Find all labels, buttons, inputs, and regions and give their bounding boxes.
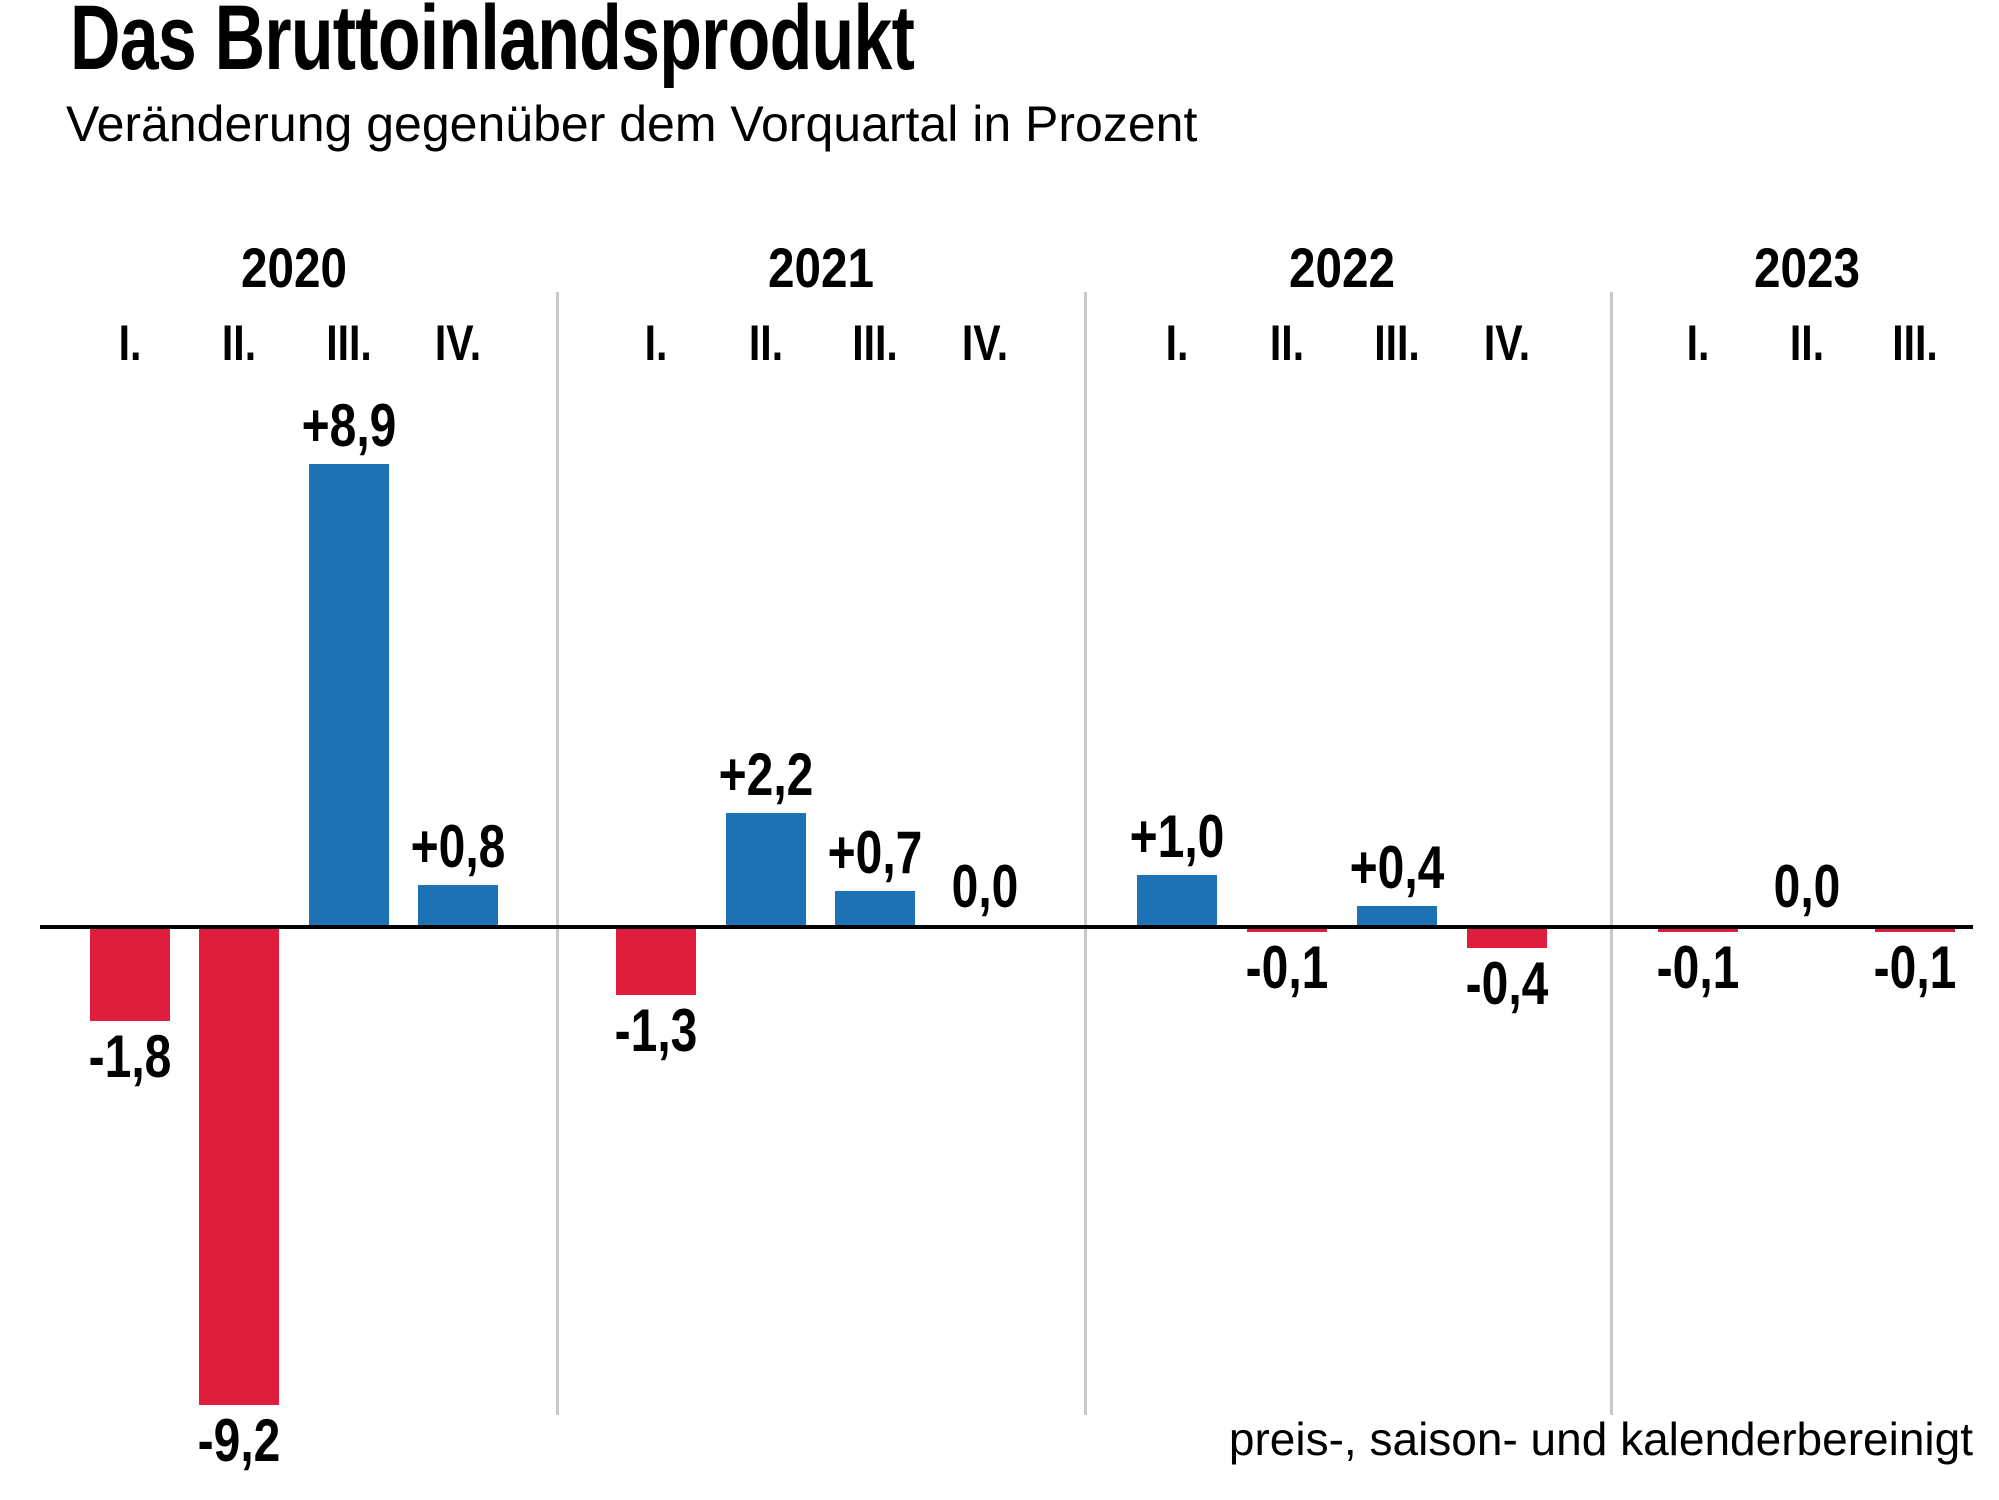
x-axis-line	[40, 925, 1973, 929]
value-label-2022-II: -0,1	[1245, 934, 1329, 1001]
year-label-2021: 2021	[768, 236, 874, 299]
quarter-label-2021-II: II.	[748, 315, 784, 371]
year-label-2022: 2022	[1289, 236, 1395, 299]
bar-2022-III	[1357, 906, 1437, 927]
value-label-2022-I: +1,0	[1129, 803, 1225, 870]
quarter-label-2023-I: I.	[1686, 315, 1710, 371]
quarter-label-2020-III: III.	[326, 315, 372, 371]
quarter-label-2020-IV: IV.	[434, 315, 482, 371]
bar-2020-II	[199, 927, 279, 1405]
year-label-2023: 2023	[1754, 236, 1860, 299]
bar-2022-I	[1137, 875, 1217, 927]
value-label-2020-II: -9,2	[197, 1407, 281, 1474]
value-label-2023-II: 0,0	[1773, 853, 1841, 920]
bar-2020-III	[309, 464, 389, 927]
quarter-label-2022-I: I.	[1165, 315, 1189, 371]
year-divider-2	[1610, 292, 1613, 1415]
quarter-label-2020-I: I.	[118, 315, 142, 371]
quarter-label-2022-IV: IV.	[1483, 315, 1531, 371]
quarter-label-2021-IV: IV.	[961, 315, 1009, 371]
value-label-2021-II: +2,2	[718, 741, 814, 808]
year-divider-0	[556, 292, 559, 1415]
value-label-2020-I: -1,8	[88, 1023, 172, 1090]
bar-2022-II	[1247, 927, 1327, 932]
chart-title: Das Bruttoinlandsprodukt	[70, 0, 915, 89]
value-label-2020-IV: +0,8	[410, 813, 506, 880]
year-divider-1	[1084, 292, 1087, 1415]
value-label-2022-III: +0,4	[1349, 834, 1445, 901]
bar-2020-IV	[418, 885, 498, 927]
year-label-2020: 2020	[241, 236, 347, 299]
quarter-label-2023-III: III.	[1892, 315, 1938, 371]
bar-2023-III	[1875, 927, 1955, 932]
bar-2020-I	[90, 927, 170, 1021]
value-label-2021-III: +0,7	[827, 819, 923, 886]
quarter-label-2020-II: II.	[221, 315, 257, 371]
quarter-label-2021-I: I.	[644, 315, 668, 371]
quarter-label-2023-II: II.	[1789, 315, 1825, 371]
value-label-2023-I: -0,1	[1656, 934, 1740, 1001]
value-label-2021-I: -1,3	[614, 997, 698, 1064]
value-label-2021-IV: 0,0	[951, 853, 1019, 920]
chart-subtitle: Veränderung gegenüber dem Vorquartal in …	[66, 96, 1198, 152]
bar-2023-I	[1658, 927, 1738, 932]
bar-2022-IV	[1467, 927, 1547, 948]
quarter-label-2021-III: III.	[852, 315, 898, 371]
chart-footnote: preis-, saison- und kalenderbereinigt	[1228, 1413, 1973, 1465]
quarter-label-2022-III: III.	[1374, 315, 1420, 371]
bar-2021-II	[726, 813, 806, 927]
value-label-2022-IV: -0,4	[1465, 950, 1549, 1017]
quarter-label-2022-II: II.	[1269, 315, 1305, 371]
bar-2021-I	[616, 927, 696, 995]
value-label-2023-III: -0,1	[1873, 934, 1957, 1001]
bar-2021-III	[835, 891, 915, 927]
value-label-2020-III: +8,9	[301, 392, 397, 459]
